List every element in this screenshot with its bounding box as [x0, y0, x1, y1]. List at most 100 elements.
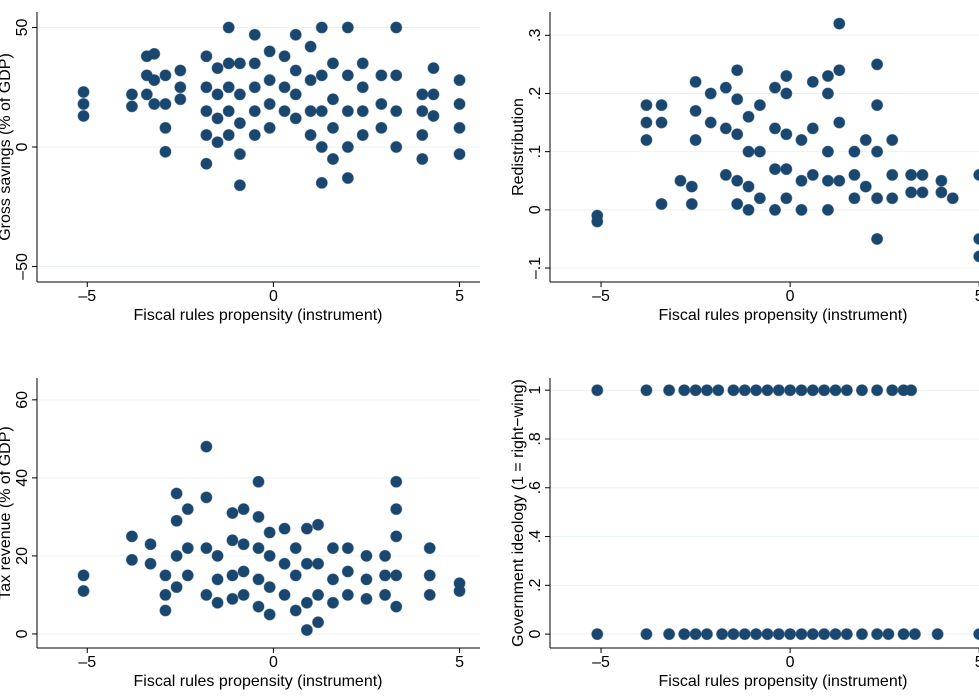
- scatter-point: [341, 565, 354, 578]
- scatter-point: [840, 384, 853, 397]
- y-tick-label: .1: [527, 145, 544, 158]
- y-tick-label: 40: [14, 469, 31, 487]
- scatter-point: [859, 134, 872, 147]
- x-axis-label: Fiscal rules propensity (instrument): [659, 307, 908, 324]
- scatter-point: [795, 134, 808, 147]
- scatter-point: [315, 105, 328, 118]
- scatter-point: [640, 384, 653, 397]
- x-tick-label: –5: [592, 654, 610, 671]
- scatter-point: [326, 121, 339, 134]
- scatter-point: [148, 74, 161, 87]
- scatter-point: [453, 148, 466, 161]
- scatter-point: [148, 47, 161, 60]
- y-tick-label: .6: [527, 481, 544, 494]
- scatter-point: [248, 105, 261, 118]
- scatter-point: [356, 57, 369, 70]
- scatter-point: [304, 129, 317, 142]
- scatter-point: [833, 64, 846, 77]
- scatter-point: [795, 203, 808, 216]
- scatter-point: [159, 604, 172, 617]
- scatter-point: [237, 503, 250, 516]
- scatter-point: [871, 384, 884, 397]
- scatter-point: [278, 557, 291, 570]
- scatter-point: [379, 549, 392, 562]
- scatter-point: [905, 168, 918, 181]
- scatter-point: [591, 384, 604, 397]
- scatter-point: [375, 97, 388, 110]
- scatter-point: [769, 122, 781, 135]
- scatter-point: [140, 88, 153, 101]
- scatter-point: [181, 569, 194, 582]
- scatter-point: [159, 569, 172, 582]
- scatter-point: [821, 203, 834, 216]
- scatter-point: [859, 180, 872, 193]
- scatter-point: [806, 628, 819, 641]
- scatter-point: [390, 141, 403, 153]
- scatter-point: [170, 487, 183, 500]
- scatter-point: [973, 232, 979, 245]
- scatter-point: [716, 628, 729, 641]
- scatter-point: [263, 97, 276, 110]
- scatter-point: [685, 198, 698, 211]
- scatter-point: [211, 549, 224, 562]
- scatter-point: [263, 549, 276, 562]
- scatter-point: [289, 112, 302, 125]
- scatter-point: [897, 628, 910, 641]
- scatter-point: [304, 40, 317, 53]
- scatter-point: [233, 57, 246, 70]
- scatter-point: [719, 122, 732, 135]
- x-tick-label: 0: [269, 288, 278, 305]
- scatter-point: [821, 87, 834, 100]
- scatter-point: [170, 549, 183, 562]
- scatter-point: [916, 168, 929, 181]
- scatter-point: [289, 604, 302, 617]
- scatter-point: [780, 70, 793, 83]
- scatter-point: [818, 628, 831, 641]
- scatter-point: [263, 581, 276, 594]
- scatter-point: [390, 530, 403, 543]
- scatter-point: [148, 97, 161, 110]
- scatter-point: [423, 588, 436, 601]
- scatter-point: [252, 573, 265, 586]
- scatter-point: [211, 136, 224, 149]
- scatter-point: [806, 75, 819, 88]
- scatter-point: [908, 628, 921, 641]
- scatter-point: [780, 163, 793, 176]
- scatter-point: [144, 538, 157, 551]
- x-tick-label: 5: [455, 654, 464, 671]
- scatter-point: [252, 475, 265, 488]
- scatter-point: [170, 514, 183, 527]
- scatter-point: [761, 384, 774, 397]
- scatter-point: [200, 129, 213, 142]
- scatter-point: [416, 152, 429, 165]
- scatter-point: [818, 384, 831, 397]
- scatter-point: [935, 186, 948, 199]
- scatter-point: [769, 203, 781, 216]
- x-axis-label: Fiscal rules propensity (instrument): [134, 673, 383, 690]
- scatter-point: [181, 503, 194, 516]
- scatter-point: [829, 384, 842, 397]
- scatter-point: [159, 97, 172, 110]
- scatter-point: [806, 122, 819, 135]
- scatter-point: [77, 86, 90, 99]
- scatter-point: [326, 93, 339, 106]
- scatter-point: [360, 573, 373, 586]
- x-tick-label: –5: [78, 654, 96, 671]
- scatter-point: [326, 542, 339, 555]
- scatter-point: [326, 152, 339, 165]
- scatter-point: [341, 105, 354, 118]
- scatter-point: [727, 384, 740, 397]
- scatter-point: [200, 157, 213, 170]
- scatter-point: [315, 69, 328, 82]
- scatter-point: [655, 99, 668, 112]
- scatter-point: [278, 81, 291, 94]
- scatter-point: [360, 592, 373, 605]
- scatter-point: [312, 588, 325, 601]
- scatter-point: [200, 491, 213, 504]
- scatter-point: [356, 81, 369, 94]
- scatter-point: [871, 192, 884, 205]
- scatter-point: [263, 526, 276, 539]
- scatter-point: [326, 573, 339, 586]
- scatter-point: [848, 145, 861, 158]
- scatter-point: [125, 88, 138, 101]
